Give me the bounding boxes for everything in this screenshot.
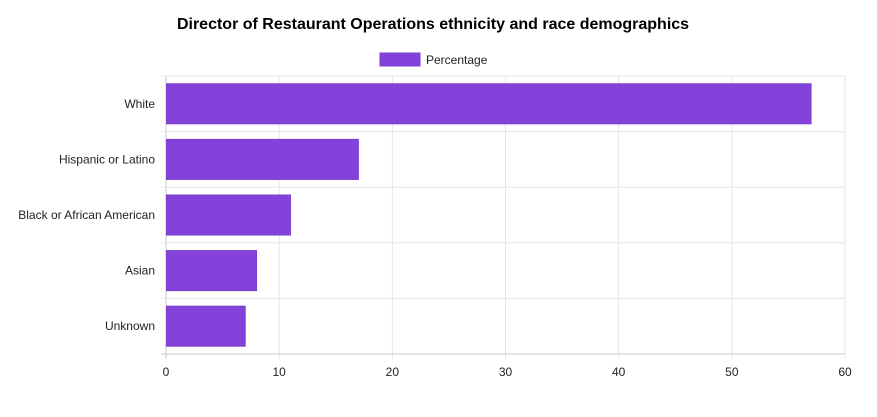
bar[interactable]	[166, 305, 246, 347]
x-tick-label: 40	[612, 365, 626, 379]
y-category-label: White	[124, 97, 155, 111]
y-category-label: Black or African American	[18, 208, 155, 222]
x-tick-label: 0	[163, 365, 170, 379]
x-tick-label: 20	[386, 365, 400, 379]
x-tick-label: 50	[725, 365, 739, 379]
y-category-label: Unknown	[105, 319, 155, 333]
legend-label: Percentage	[426, 53, 488, 67]
bar[interactable]	[166, 138, 359, 180]
y-category-label: Hispanic or Latino	[59, 152, 155, 166]
bar[interactable]	[166, 194, 291, 236]
legend[interactable]: Percentage	[379, 52, 488, 67]
bar[interactable]	[166, 83, 812, 125]
x-tick-label: 10	[272, 365, 286, 379]
bar[interactable]	[166, 250, 258, 292]
x-tick-label: 60	[838, 365, 852, 379]
legend-swatch	[379, 52, 421, 67]
bars	[166, 83, 812, 347]
x-tick-label: 30	[499, 365, 513, 379]
y-axis-labels: White Hispanic or Latino Black or African …	[18, 97, 155, 333]
y-category-label: Asian	[125, 264, 155, 278]
chart-title: Director of Restaurant Operations ethnic…	[177, 16, 689, 33]
x-axis-ticks: 0 10 20 30 40 50 60	[163, 365, 852, 379]
